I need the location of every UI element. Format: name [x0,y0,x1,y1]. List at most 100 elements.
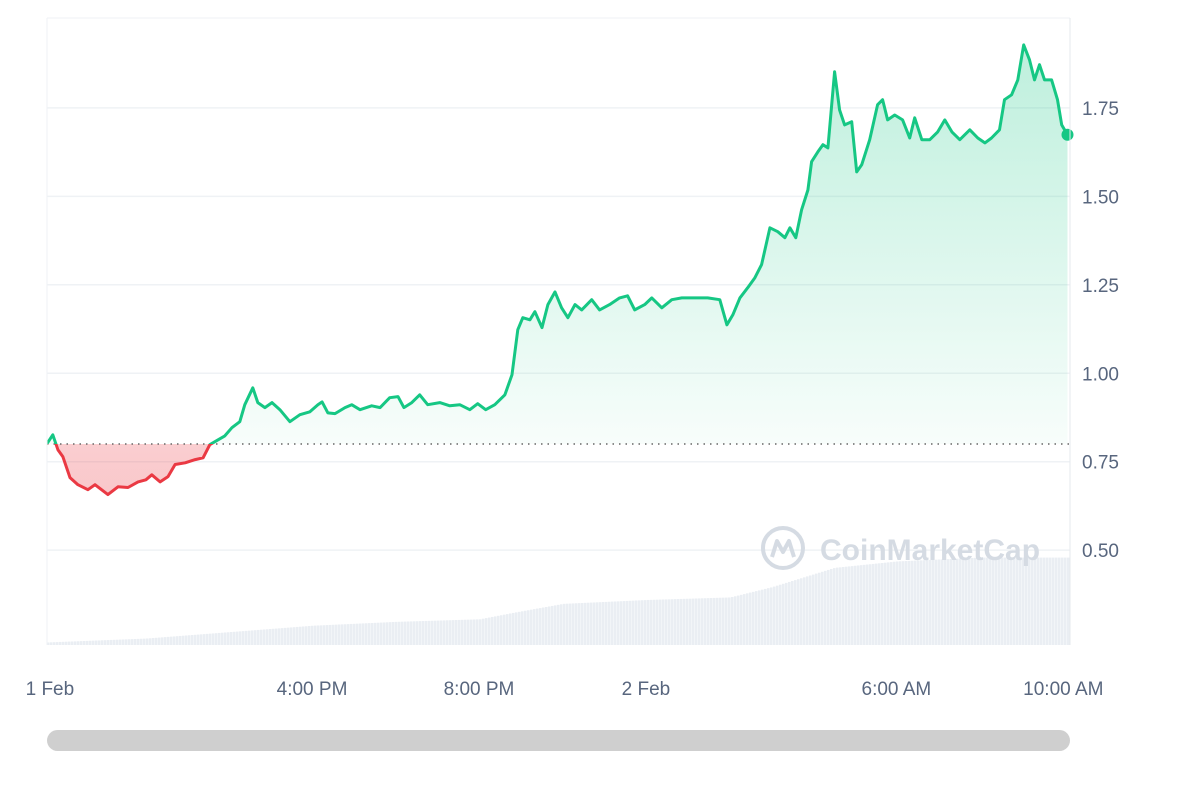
volume-bar [272,628,275,645]
volume-bar [356,623,359,645]
y-tick-label: 1.00 [1082,364,1119,385]
volume-bar [761,589,764,645]
volume-bar [416,621,419,645]
volume-bar [458,619,461,645]
volume-bar [989,557,992,645]
volume-bar [74,641,77,645]
volume-bar [305,626,308,645]
volume-bar [743,594,746,645]
volume-bar [851,566,854,645]
volume-bar [131,639,134,645]
volume-bar [767,588,770,645]
volume-bar [317,625,320,645]
volume-bar [224,632,227,645]
volume-bar [278,628,281,645]
volume-bar [1061,557,1064,645]
volume-bar [452,620,455,645]
volume-bar [386,622,389,645]
volume-bar [698,598,701,645]
volume-bar [290,627,293,645]
volume-bar [968,558,971,645]
volume-bar [848,566,851,645]
volume-bar [254,630,257,645]
volume-bar [920,560,923,645]
volume-bar [1031,557,1034,645]
volume-bar [476,619,479,645]
volume-bar [521,611,524,645]
volume-bar [725,597,728,645]
volume-bar [617,601,620,645]
volume-bar [350,623,353,645]
volume-bar [1022,557,1025,645]
volume-bar [941,559,944,645]
volume-bar [632,600,635,645]
y-tick-label: 1.25 [1082,276,1119,297]
last-price-dot[interactable] [1061,128,1074,141]
volume-bar [599,602,602,645]
volume-bar [830,569,833,645]
volume-bar [1040,557,1043,645]
volume-bar [695,598,698,645]
volume-bar [1013,557,1016,645]
x-tick-label: 8:00 PM [444,679,515,700]
volume-bar [128,639,131,645]
volume-bar [329,624,332,645]
volume-bar [716,597,719,645]
volume-bar [887,562,890,645]
volume-bar [119,639,122,645]
volume-bar [419,621,422,645]
volume-bar [170,636,173,645]
volume-bar [422,621,425,645]
volume-bar [398,621,401,645]
price-area-down [55,444,211,495]
volume-bar [425,620,428,645]
volume-bar [689,598,692,645]
volume-bar [542,607,545,645]
volume-bar [233,631,236,645]
volume-bar [728,597,731,645]
volume-bar [494,616,497,645]
volume-bar [449,620,452,645]
volume-bar [98,640,101,645]
volume-bar [1028,557,1031,645]
volume-bar [83,641,86,645]
volume-bar [659,599,662,645]
volume-bar [677,599,680,645]
volume-bar [359,623,362,645]
volume-bar [884,562,887,645]
volume-bar [314,625,317,645]
volume-bar [785,582,788,645]
volume-bar [215,633,218,645]
volume-bar [713,597,716,645]
volume-bar [872,563,875,645]
volume-bar [575,603,578,645]
volume-bar [110,639,113,645]
volume-bar [428,620,431,645]
volume-bar [707,598,710,645]
price-area [47,44,1068,495]
volume-bar [524,610,527,645]
volume-bar [344,624,347,645]
volume-bar [836,567,839,645]
volume-bar [1025,557,1028,645]
volume-bar [893,561,896,645]
volume-bar [644,600,647,645]
time-range-scrollbar[interactable] [47,730,1070,751]
volume-bar [116,639,119,645]
volume-bar [221,632,224,645]
volume-bar [95,640,98,645]
volume-bar [587,602,590,645]
volume-bar [173,636,176,645]
volume-bar [194,634,197,645]
volume-bar [122,639,125,645]
price-line [47,43,1069,497]
volume-bar [374,622,377,645]
volume-bar [908,560,911,645]
volume-bar [527,610,530,645]
x-tick-label: 2 Feb [622,679,671,700]
volume-bar [956,558,959,645]
volume-bar [974,557,977,645]
volume-bar [608,601,611,645]
y-tick-label: 0.50 [1082,541,1119,562]
